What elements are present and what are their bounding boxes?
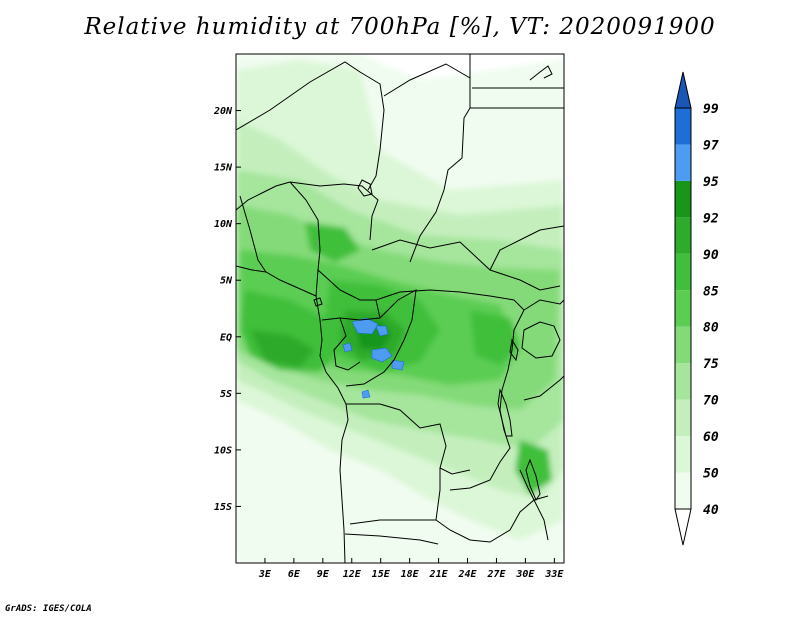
border-malawi (519, 469, 549, 541)
colorbar-segment-5 (675, 290, 691, 327)
lon-tick-label: 24E (457, 569, 477, 580)
lon-tick-label: 21E (429, 569, 449, 580)
lake-albert (509, 338, 519, 362)
border-uganda-kenya (523, 299, 564, 311)
humidity-patch-95-b (371, 347, 393, 363)
border-cameroon-south (317, 269, 381, 321)
lon-tick-label: 9E (317, 569, 330, 580)
colorbar-segment-2 (675, 399, 691, 437)
humidity-patch-95-f (342, 342, 353, 353)
longitude-axis: 3E 6E 9E 12E 15E 18E 21E 24E 27E 30E 33E (258, 558, 564, 580)
lon-tick-label: 27E (486, 569, 506, 580)
colorbar-segment-3 (675, 363, 691, 400)
humidity-zone-90-west (250, 330, 315, 368)
lon-tick-label: 15E (372, 569, 391, 580)
lat-tick-label: 5N (220, 276, 233, 287)
humidity-patch-95-e (361, 389, 371, 399)
colorbar-label: 40 (703, 503, 719, 518)
map-frame (235, 53, 565, 564)
lon-tick-label: 30E (515, 569, 535, 580)
border-drc-angola (346, 403, 471, 475)
lat-tick-label: 10S (214, 445, 232, 456)
lon-tick-label: 18E (401, 569, 420, 580)
lake-victoria (521, 321, 561, 359)
coastline-gulf-of-guinea (236, 265, 349, 563)
lat-tick-label: 10N (214, 219, 233, 230)
colorbar-label: 97 (703, 138, 719, 153)
latitude-axis: 20N 15N 10N 5N EQ 5S 10S 15S (213, 106, 241, 513)
border-west-coast (239, 195, 267, 273)
sinai-coast (529, 65, 553, 81)
lake-tanganyika (497, 388, 513, 437)
colorbar-label: 95 (703, 175, 719, 190)
humidity-zone-85-east (470, 310, 520, 365)
colorbar-segment-9 (675, 144, 691, 181)
humidity-zone-85-southeast (515, 440, 552, 495)
colorbar-segment-4 (675, 326, 691, 364)
border-nigeria-cameroon (289, 181, 321, 297)
lon-tick-label: 33E (544, 569, 564, 580)
humidity-patch-95-a (351, 317, 379, 335)
colorbar: 40 50 60 70 75 80 85 90 92 95 97 99 (674, 71, 719, 546)
colorbar-label: 92 (703, 211, 719, 226)
lat-tick-label: 5S (220, 389, 232, 400)
colorbar-segment-0 (675, 472, 691, 509)
border-car (371, 239, 561, 291)
colorbar-segment-6 (675, 253, 691, 291)
colorbar-segment-7 (675, 217, 691, 254)
border-libya-egypt (469, 54, 564, 109)
humidity-patch-95-d (375, 325, 389, 337)
humidity-patch-95-c (391, 359, 405, 371)
colorbar-label: 80 (703, 321, 719, 336)
humidity-zone-95 (342, 317, 405, 399)
colorbar-label: 85 (703, 284, 719, 299)
border-algeria-niger (236, 61, 385, 191)
colorbar-label: 60 (703, 430, 719, 445)
country-borders (236, 54, 564, 563)
colorbar-segment-1 (675, 436, 691, 473)
colorbar-label: 99 (703, 102, 719, 117)
border-west-nigeria (236, 181, 291, 211)
colorbar-above-arrow (674, 71, 692, 109)
colorbar-segment-8 (675, 180, 691, 218)
colorbar-label: 75 (703, 357, 719, 372)
lat-tick-label: 20N (213, 106, 233, 117)
colorbar-label: 50 (703, 467, 719, 482)
island-bioko (313, 297, 323, 307)
border-niger-chad (289, 181, 379, 241)
lat-tick-label: EQ (220, 332, 232, 343)
border-zambia-south (435, 495, 549, 543)
lake-chad (357, 179, 373, 197)
border-gabon (333, 317, 361, 371)
chart-title: Relative humidity at 700hPa [%], VT: 202… (84, 14, 716, 40)
humidity-field (236, 54, 564, 563)
colorbar-segment-10 (675, 108, 691, 145)
lake-malawi (525, 458, 541, 502)
colorbar-label: 90 (703, 248, 719, 263)
border-south-sudan (489, 225, 564, 271)
colorbar-below-arrow (674, 508, 692, 546)
border-namibia (344, 533, 439, 545)
colorbar-outline (674, 107, 692, 510)
border-congo (345, 289, 417, 387)
lon-tick-label: 6E (288, 569, 301, 580)
border-chad-sudan (383, 63, 471, 263)
lon-tick-label: 3E (258, 569, 272, 580)
lat-tick-label: 15N (214, 163, 233, 174)
lat-tick-label: 15S (214, 502, 232, 513)
border-tanzania (523, 375, 564, 401)
border-car-drc (375, 289, 525, 311)
grads-credit: GrADS: IGES/COLA (5, 604, 92, 614)
lon-tick-label: 12E (343, 569, 362, 580)
colorbar-label: 70 (703, 394, 719, 409)
